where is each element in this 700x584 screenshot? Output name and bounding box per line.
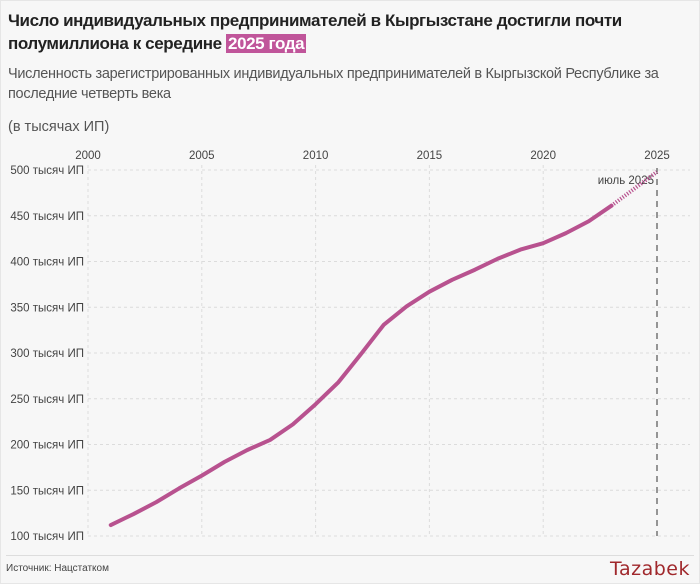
y-tick-label: 250 тысяч ИП — [10, 394, 84, 406]
y-tick-label: 450 тысяч ИП — [10, 211, 84, 223]
tazabek-logo: Tazabek — [610, 558, 690, 580]
chart-subtitle: Численность зарегистрированных индивидуа… — [8, 66, 659, 102]
x-tick-label: 2000 — [75, 150, 101, 162]
x-tick-label: 2025 — [644, 150, 670, 162]
source-note: Источник: Нацстатком — [6, 563, 109, 574]
y-tick-label: 150 тысяч ИП — [10, 485, 84, 497]
y-tick-label: 100 тысяч ИП — [10, 531, 84, 543]
x-tick-label: 2020 — [530, 150, 556, 162]
title-highlight: 2025 года — [226, 34, 307, 53]
x-tick-label: 2015 — [417, 150, 443, 162]
y-tick-label: 200 тысяч ИП — [10, 440, 84, 452]
annotation-label: июль 2025 — [598, 175, 654, 187]
y-tick-label: 300 тысяч ИП — [10, 348, 84, 360]
series-line — [108, 203, 614, 528]
y-tick-label: 350 тысяч ИП — [10, 302, 84, 314]
x-tick-label: 2005 — [189, 150, 215, 162]
y-tick-label: 400 тысяч ИП — [10, 257, 84, 269]
footer-divider — [6, 555, 694, 556]
x-tick-label: 2010 — [303, 150, 329, 162]
title-text: Число индивидуальных предпринимателей в … — [8, 11, 622, 53]
unit-label: (в тысячах ИП) — [8, 119, 110, 135]
y-tick-label: 500 тысяч ИП — [10, 165, 84, 177]
projection-line — [610, 170, 659, 208]
chart-title: Число индивидуальных предпринимателей в … — [8, 9, 698, 55]
